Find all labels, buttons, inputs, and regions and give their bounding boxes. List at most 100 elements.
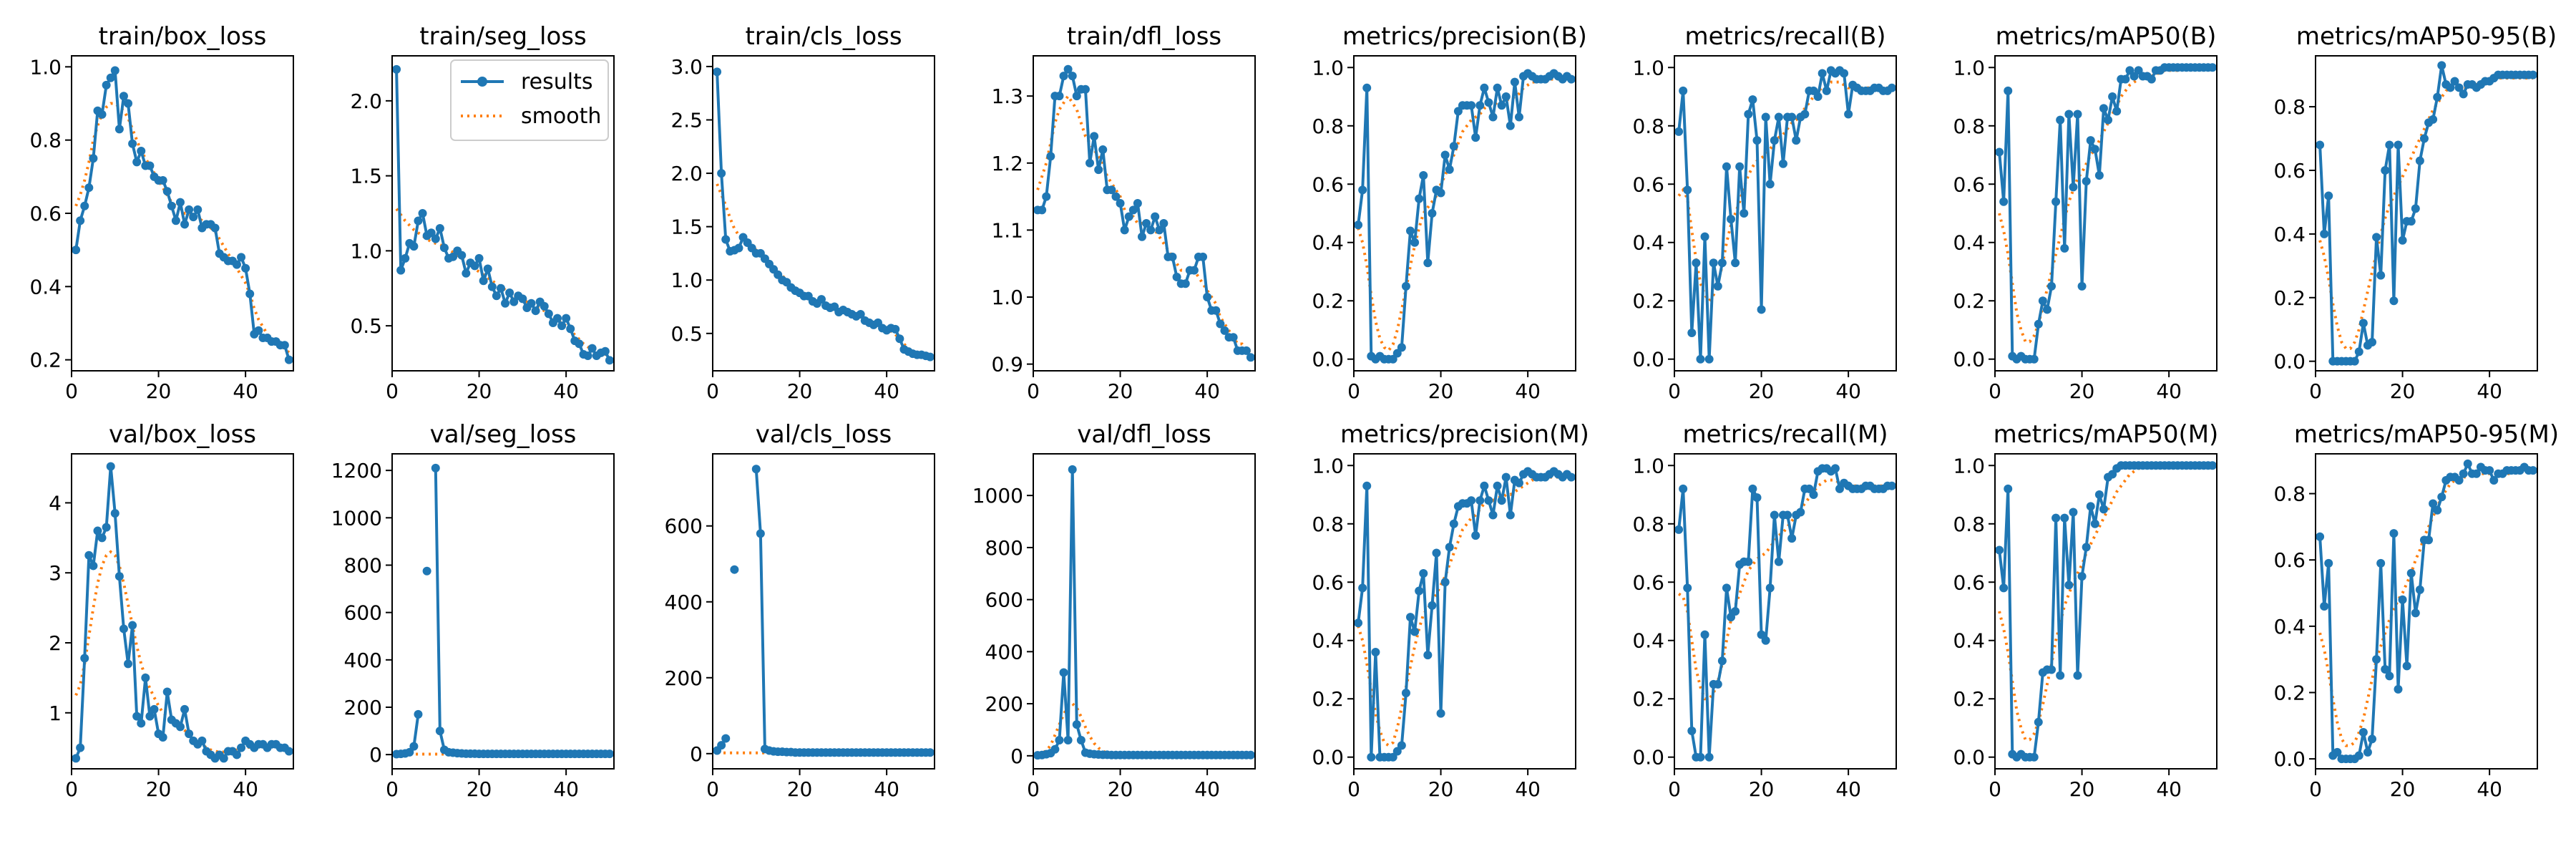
results-point [2090,519,2099,528]
results-point [1085,158,1095,168]
results-point [180,220,190,229]
results-point [1488,510,1498,520]
results-point [392,64,401,74]
results-point [237,253,246,262]
results-point [1792,136,1801,145]
results-point [566,324,575,334]
results-point [1428,209,1437,218]
results-point [2099,505,2108,514]
results-point [232,260,241,269]
results-point [2112,107,2122,116]
results-point [132,157,142,167]
results-point [162,687,172,697]
x-tick-label: 20 [467,379,492,403]
results-point [1467,496,1476,505]
results-point [2398,595,2407,604]
results-point [1717,258,1727,268]
results-point [284,747,293,756]
y-tick-label: 1000 [972,484,1023,508]
results-point [1761,636,1770,645]
results-point [1787,534,1797,543]
chart-panel: val/box_loss 0 20 40 1 2 3 4 [49,420,294,801]
results-point [245,289,255,299]
plot-frame [1033,453,1256,770]
results-point [531,306,540,316]
y-tick-label: 0.0 [2273,747,2306,771]
results-point [110,509,119,518]
results-point [1765,583,1775,593]
results-point [72,246,81,255]
results-point [2368,734,2377,744]
results-point [2004,484,2013,493]
legend: results smooth [450,59,609,141]
results-point [2376,558,2386,568]
results-point [1246,353,1255,362]
results-point [162,187,172,196]
results-point [97,533,107,543]
y-tick-label: 0.6 [1632,571,1664,594]
results-point [2402,661,2411,671]
results-point [2385,140,2394,150]
panel-title: metrics/mAP50(B) [1996,22,2217,51]
results-point [1510,77,1519,87]
results-point [1072,92,1081,101]
results-point [254,326,263,335]
y-tick-label: 1.3 [991,84,1023,108]
results-point [435,223,444,233]
chart-panel: train/cls_loss 0 20 40 0.5 1.0 1.5 2.0 2.5 3.0 [670,22,935,403]
results-point [2424,535,2434,545]
results-point [1709,258,1718,268]
results-point [1090,132,1099,141]
results-point [158,733,167,742]
x-tick-label: 40 [1835,379,1861,403]
results-point [2415,156,2424,165]
results-point [505,288,514,298]
results-point [237,743,246,752]
results-point [2358,319,2368,328]
results-point [1419,171,1428,180]
x-tick-label: 40 [1515,777,1541,801]
results-point [426,228,436,238]
x-tick-label: 0 [65,379,78,403]
x-tick-label: 40 [553,777,579,801]
panel-title: metrics/precision(B) [1342,22,1587,51]
results-point [2446,83,2455,92]
chart-panel: metrics/recall(M) 0 20 40 0.0 0.2 0.4 0.6 0.8 1.0 [1632,420,1897,801]
results-point [1727,215,1736,224]
results-point [102,523,111,532]
x-tick-label: 40 [1194,379,1220,403]
x-tick-label: 0 [386,777,399,801]
y-tick-label: 0 [1010,744,1023,768]
results-point [1203,293,1212,302]
results-point [2411,204,2420,213]
results-point [2372,233,2381,242]
results-point [1475,496,1485,505]
results-point [1471,531,1480,540]
results-point [1068,72,1077,81]
results-point [2381,665,2390,674]
results-point [1076,736,1085,744]
y-tick-label: 3.0 [670,55,703,79]
results-point [2368,338,2377,346]
y-tick-label: 400 [665,591,703,614]
y-tick-label: 1.0 [1312,56,1344,79]
results-point [1137,232,1146,241]
panel-title: val/seg_loss [430,420,577,449]
results-point [1155,225,1164,235]
results-point [1120,225,1129,235]
results-point [84,550,94,560]
panel-title: metrics/recall(M) [1682,420,1888,449]
results-point [1840,69,1849,78]
results-point [2094,171,2104,180]
results-point [1887,481,1896,490]
results-point [2073,671,2082,680]
results-point [106,462,115,471]
results-point [2086,136,2095,145]
x-tick-label: 20 [467,777,492,801]
results-point [1809,490,1818,500]
y-tick-label: 800 [985,536,1023,560]
results-point [1436,709,1445,718]
results-point [128,621,137,630]
results-point [2320,229,2329,238]
y-tick-label: 0.6 [29,202,62,225]
